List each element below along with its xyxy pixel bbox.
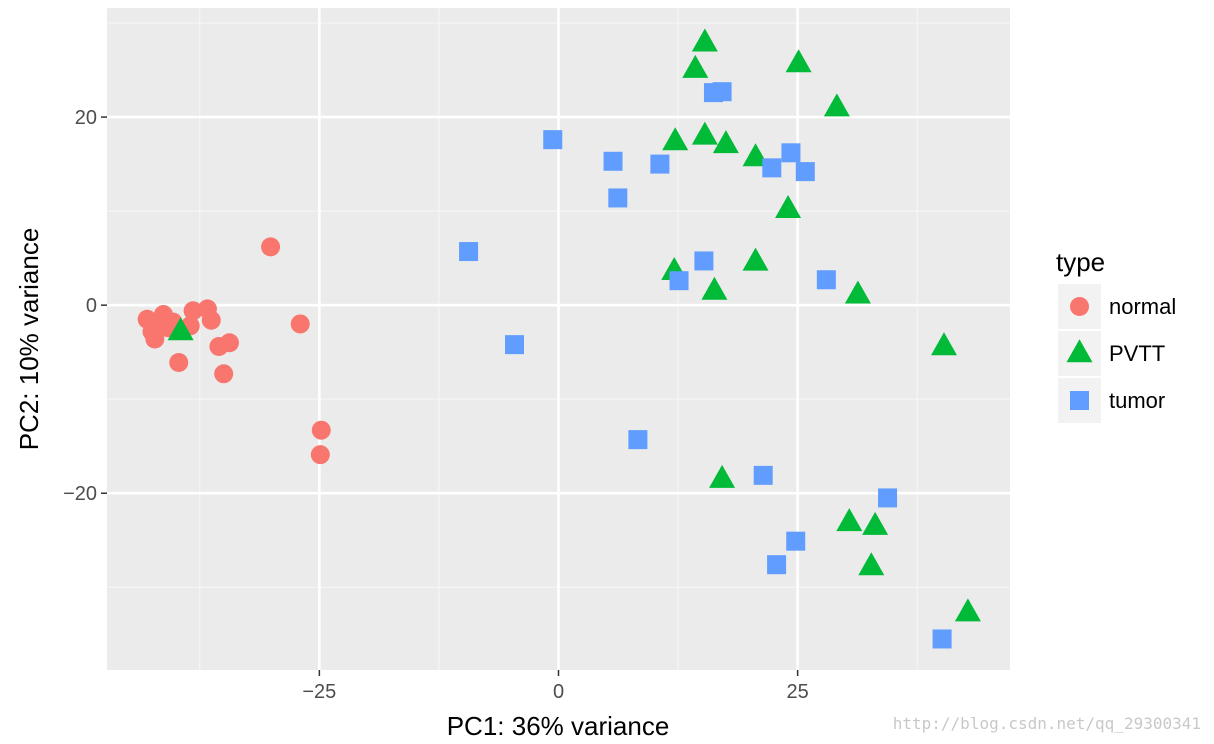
x-axis-title: PC1: 36% variance xyxy=(447,711,670,741)
legend: type normal PVTT tumor xyxy=(1056,247,1176,423)
tumor-point xyxy=(608,188,628,208)
legend-marker-normal xyxy=(1070,297,1089,316)
tumor-point xyxy=(459,242,479,262)
tumor-point xyxy=(669,271,689,291)
tumor-point xyxy=(767,555,787,575)
tumor-point xyxy=(504,335,524,355)
pvtt-point xyxy=(662,127,689,151)
legend-marker-tumor xyxy=(1070,391,1089,410)
normal-point xyxy=(261,237,281,257)
tumor-point xyxy=(762,158,782,178)
y-tick-label: −20 xyxy=(63,483,97,505)
pvtt-point xyxy=(742,143,769,167)
pvtt-point xyxy=(836,508,863,532)
legend-marker-pvtt xyxy=(1066,339,1093,363)
normal-point xyxy=(310,445,330,465)
pvtt-point xyxy=(701,276,728,300)
x-tick-label: 0 xyxy=(553,681,564,703)
tumor-point xyxy=(694,251,714,271)
normal-point xyxy=(290,314,310,334)
tumor-point xyxy=(795,162,815,182)
watermark-text: http://blog.csdn.net/qq_29300341 xyxy=(893,714,1201,733)
legend-label-tumor: tumor xyxy=(1109,388,1165,413)
y-axis: −20 0 20 xyxy=(63,107,107,505)
tumor-point xyxy=(786,531,806,551)
normal-point xyxy=(169,353,189,373)
tumor-point xyxy=(816,270,836,290)
tumor-point xyxy=(932,629,952,649)
normal-point xyxy=(219,333,239,353)
legend-title: type xyxy=(1056,247,1105,277)
pvtt-point xyxy=(823,93,850,117)
pvtt-point xyxy=(785,49,812,73)
pvtt-point xyxy=(709,464,736,488)
pvtt-point xyxy=(742,247,769,271)
tumor-point xyxy=(781,143,801,163)
tumor-point xyxy=(603,151,623,171)
tumor-point xyxy=(628,430,648,450)
tumor-point xyxy=(712,82,732,102)
pvtt-point xyxy=(775,194,802,218)
normal-point xyxy=(183,301,203,321)
pvtt-point xyxy=(954,598,981,622)
major-gridlines xyxy=(107,8,1010,670)
normal-point xyxy=(214,364,234,384)
y-tick-label: 20 xyxy=(75,107,97,129)
x-axis: −25 0 25 xyxy=(302,670,809,703)
normal-point xyxy=(201,310,221,330)
tumor-point xyxy=(650,154,670,174)
x-tick-label: 25 xyxy=(787,681,809,703)
pvtt-point xyxy=(712,130,739,154)
pvtt-point xyxy=(858,552,885,576)
pvtt-point xyxy=(691,121,718,145)
pvtt-point xyxy=(862,511,889,535)
tumor-point xyxy=(878,488,898,508)
tumor-point xyxy=(543,130,563,150)
y-tick-label: 0 xyxy=(86,295,97,317)
data-points xyxy=(137,28,981,649)
legend-label-pvtt: PVTT xyxy=(1109,341,1165,366)
normal-point xyxy=(145,329,165,349)
pvtt-point xyxy=(682,54,709,78)
pvtt-point xyxy=(844,280,871,304)
normal-point xyxy=(311,420,331,440)
pvtt-point xyxy=(691,28,718,52)
tumor-point xyxy=(753,465,773,485)
y-axis-title: PC2: 10% variance xyxy=(14,228,44,451)
pvtt-point xyxy=(930,332,957,356)
pvtt-point xyxy=(167,317,194,341)
legend-label-normal: normal xyxy=(1109,294,1176,319)
x-tick-label: −25 xyxy=(302,681,336,703)
